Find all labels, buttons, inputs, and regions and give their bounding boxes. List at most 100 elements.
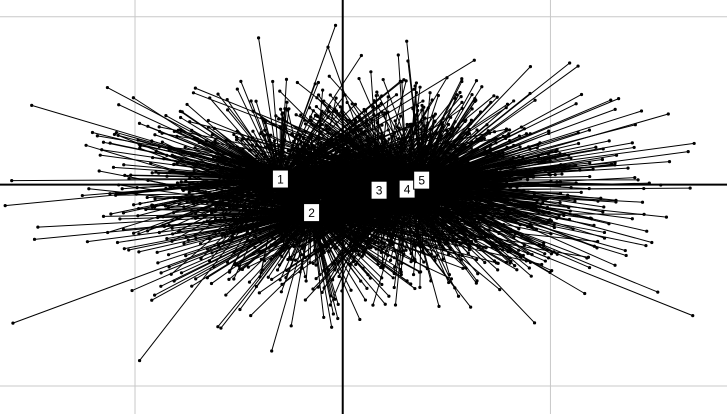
data-point [232, 200, 237, 204]
data-point [633, 176, 637, 180]
data-point [259, 166, 263, 170]
data-point [137, 206, 141, 211]
data-point [239, 79, 243, 83]
data-point [544, 197, 548, 201]
data-point [543, 252, 547, 256]
data-point [159, 271, 163, 275]
data-point [617, 97, 621, 101]
data-point [369, 70, 373, 74]
data-point [372, 99, 376, 103]
data-point [475, 128, 479, 132]
data-point [345, 100, 349, 105]
data-point [175, 181, 180, 185]
data-point [286, 149, 290, 153]
data-point [411, 272, 416, 277]
data-point [691, 314, 695, 318]
data-point [170, 226, 174, 230]
data-point [426, 224, 430, 228]
data-point [461, 266, 465, 270]
data-point [255, 210, 259, 215]
data-point [418, 285, 422, 289]
data-point [180, 110, 184, 114]
data-point [382, 228, 387, 232]
data-point [517, 248, 521, 252]
data-point [361, 236, 365, 240]
data-point [210, 133, 214, 137]
data-point [667, 160, 672, 164]
data-point [568, 61, 572, 65]
data-point [380, 282, 384, 287]
data-point [588, 161, 592, 165]
data-point [460, 253, 464, 258]
data-point [390, 235, 395, 239]
data-point [390, 242, 394, 247]
data-point [262, 259, 267, 263]
data-point [247, 280, 252, 284]
data-point [474, 281, 478, 285]
data-point [320, 109, 324, 113]
data-point [293, 258, 298, 262]
data-point [138, 144, 142, 148]
data-point [246, 265, 250, 269]
data-point [283, 138, 287, 143]
data-point [429, 252, 433, 256]
data-point [647, 181, 651, 185]
data-point [314, 104, 319, 109]
spoke-line [328, 75, 423, 181]
data-point [409, 282, 413, 286]
data-point [314, 263, 318, 267]
data-point [325, 127, 329, 131]
data-point [386, 224, 390, 229]
data-point [579, 190, 583, 195]
data-point [284, 77, 289, 82]
data-point [150, 298, 154, 302]
data-point [185, 102, 189, 107]
data-point [336, 236, 341, 240]
data-point [232, 250, 236, 254]
data-point [234, 138, 239, 142]
data-point [3, 203, 7, 208]
data-point [391, 276, 395, 280]
data-point [311, 287, 315, 291]
data-point [286, 108, 290, 112]
data-point [97, 169, 101, 173]
data-point [484, 246, 488, 250]
data-point [153, 197, 157, 201]
data-point [552, 225, 556, 230]
data-point [340, 289, 344, 293]
data-point [319, 112, 323, 116]
data-point [486, 129, 490, 133]
data-point [299, 212, 303, 216]
data-point [359, 53, 363, 58]
data-point [257, 291, 261, 295]
data-point [295, 80, 299, 85]
data-point [374, 94, 378, 98]
data-point [273, 231, 277, 235]
data-point [405, 39, 409, 43]
data-point [286, 257, 290, 262]
data-point [258, 217, 263, 221]
data-point [105, 85, 110, 90]
data-point [309, 118, 313, 122]
spoke-line [373, 100, 423, 181]
data-point [160, 131, 164, 135]
data-point [373, 241, 377, 245]
data-point [319, 245, 323, 249]
data-point [474, 257, 479, 262]
data-point [320, 194, 325, 198]
data-point [541, 197, 545, 201]
data-point [153, 133, 157, 137]
data-point [402, 222, 406, 226]
data-point [515, 268, 519, 272]
data-point [36, 225, 40, 229]
data-point [528, 260, 533, 265]
spoke-line [208, 126, 281, 180]
data-point [186, 238, 190, 242]
data-point [168, 184, 172, 188]
data-point [367, 123, 371, 127]
data-point [365, 240, 369, 244]
data-point [338, 252, 342, 256]
data-point [320, 234, 324, 238]
data-point [214, 182, 218, 186]
data-point [496, 268, 500, 272]
